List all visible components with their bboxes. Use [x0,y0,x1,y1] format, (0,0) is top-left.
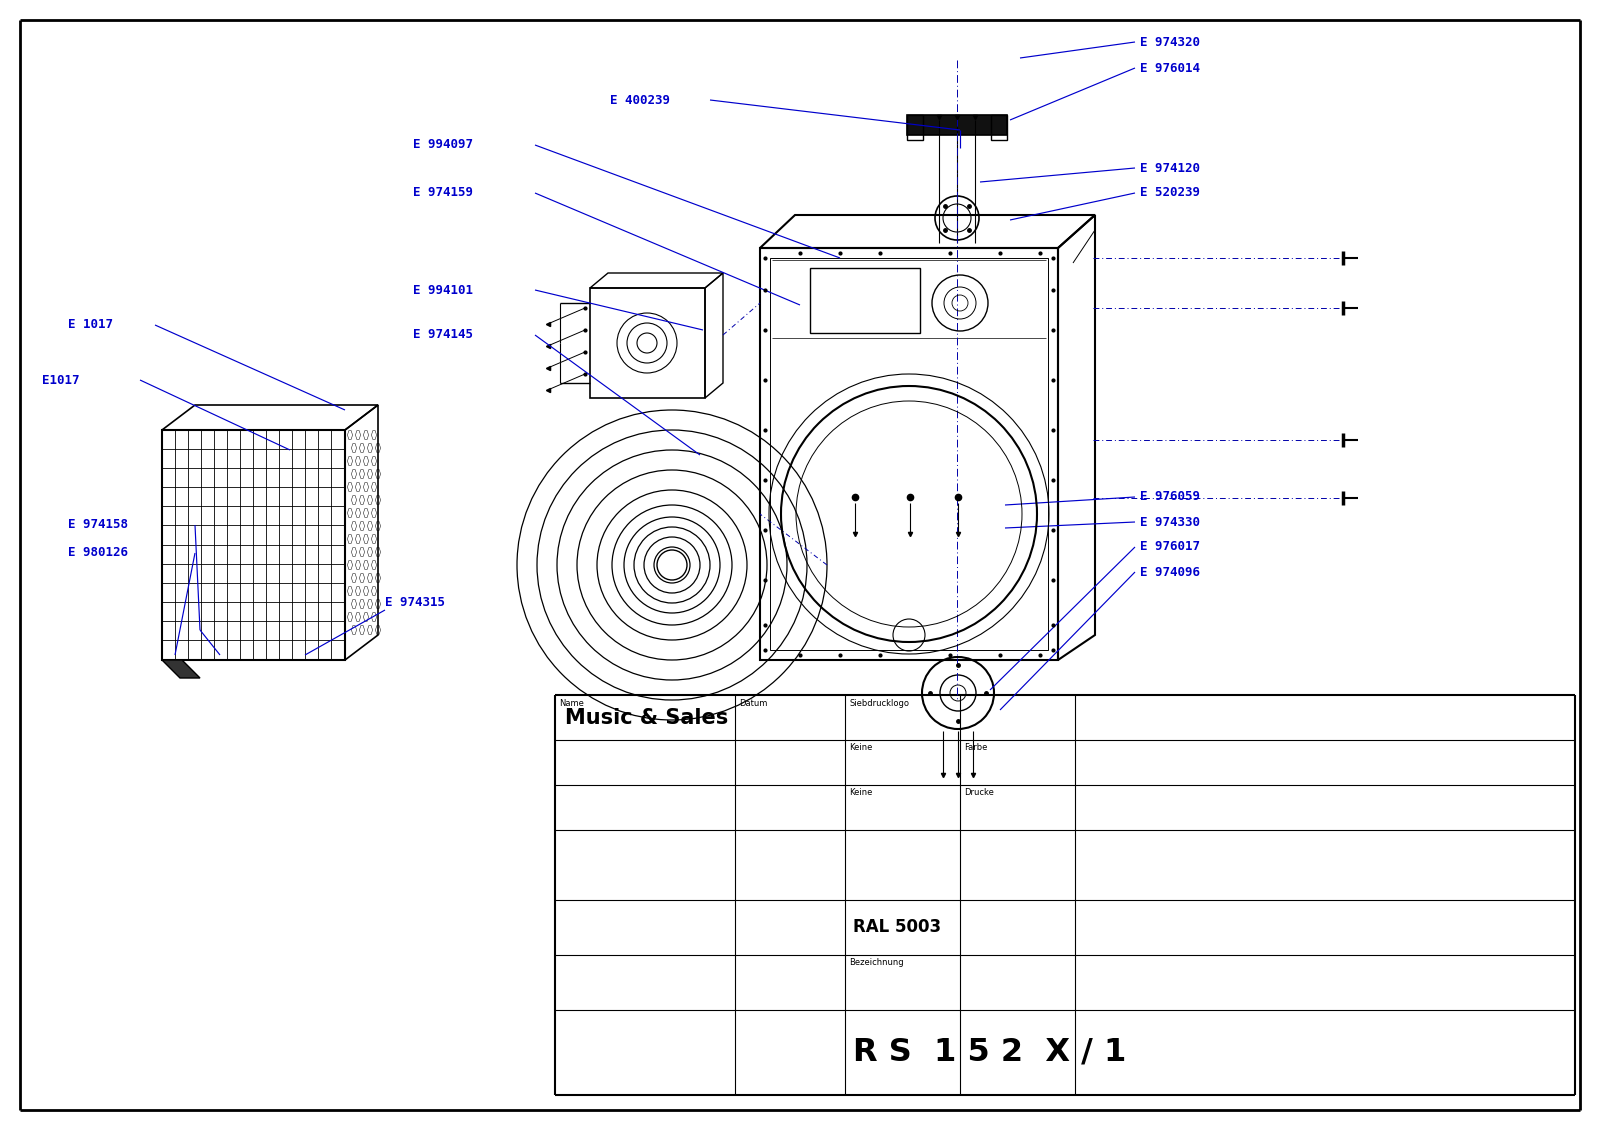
Text: E 976014: E 976014 [1139,61,1200,75]
Polygon shape [162,661,200,677]
Text: E 1017: E 1017 [67,319,114,331]
Text: E 976017: E 976017 [1139,541,1200,553]
Bar [810,268,920,333]
Text: E 974159: E 974159 [413,187,474,199]
Text: E 980126: E 980126 [67,546,128,560]
Text: E 994097: E 994097 [413,138,474,152]
Text: Keine: Keine [850,788,872,797]
Text: E 974330: E 974330 [1139,516,1200,528]
Text: Bezeichnung: Bezeichnung [850,958,904,967]
Text: Drucke: Drucke [963,788,994,797]
Text: Datum: Datum [739,699,768,708]
Text: Farbe: Farbe [963,743,987,752]
Text: Name: Name [558,699,584,708]
Text: R S  1 5 2  X / 1: R S 1 5 2 X / 1 [853,1037,1126,1068]
Text: E 974315: E 974315 [386,596,445,610]
Polygon shape [907,115,1006,135]
Text: E 974145: E 974145 [413,328,474,342]
Text: E 400239: E 400239 [610,94,670,106]
Text: E 974096: E 974096 [1139,566,1200,578]
Text: E 976059: E 976059 [1139,491,1200,503]
Text: Siebdrucklogo: Siebdrucklogo [850,699,909,708]
Text: E 974120: E 974120 [1139,162,1200,174]
Text: E 520239: E 520239 [1139,187,1200,199]
Text: Keine: Keine [850,743,872,752]
Text: E 974320: E 974320 [1139,35,1200,49]
Text: E 974158: E 974158 [67,518,128,532]
Text: RAL 5003: RAL 5003 [853,918,941,936]
Text: E1017: E1017 [42,373,80,387]
Text: E 994101: E 994101 [413,284,474,296]
Text: Music & Sales: Music & Sales [565,708,728,727]
